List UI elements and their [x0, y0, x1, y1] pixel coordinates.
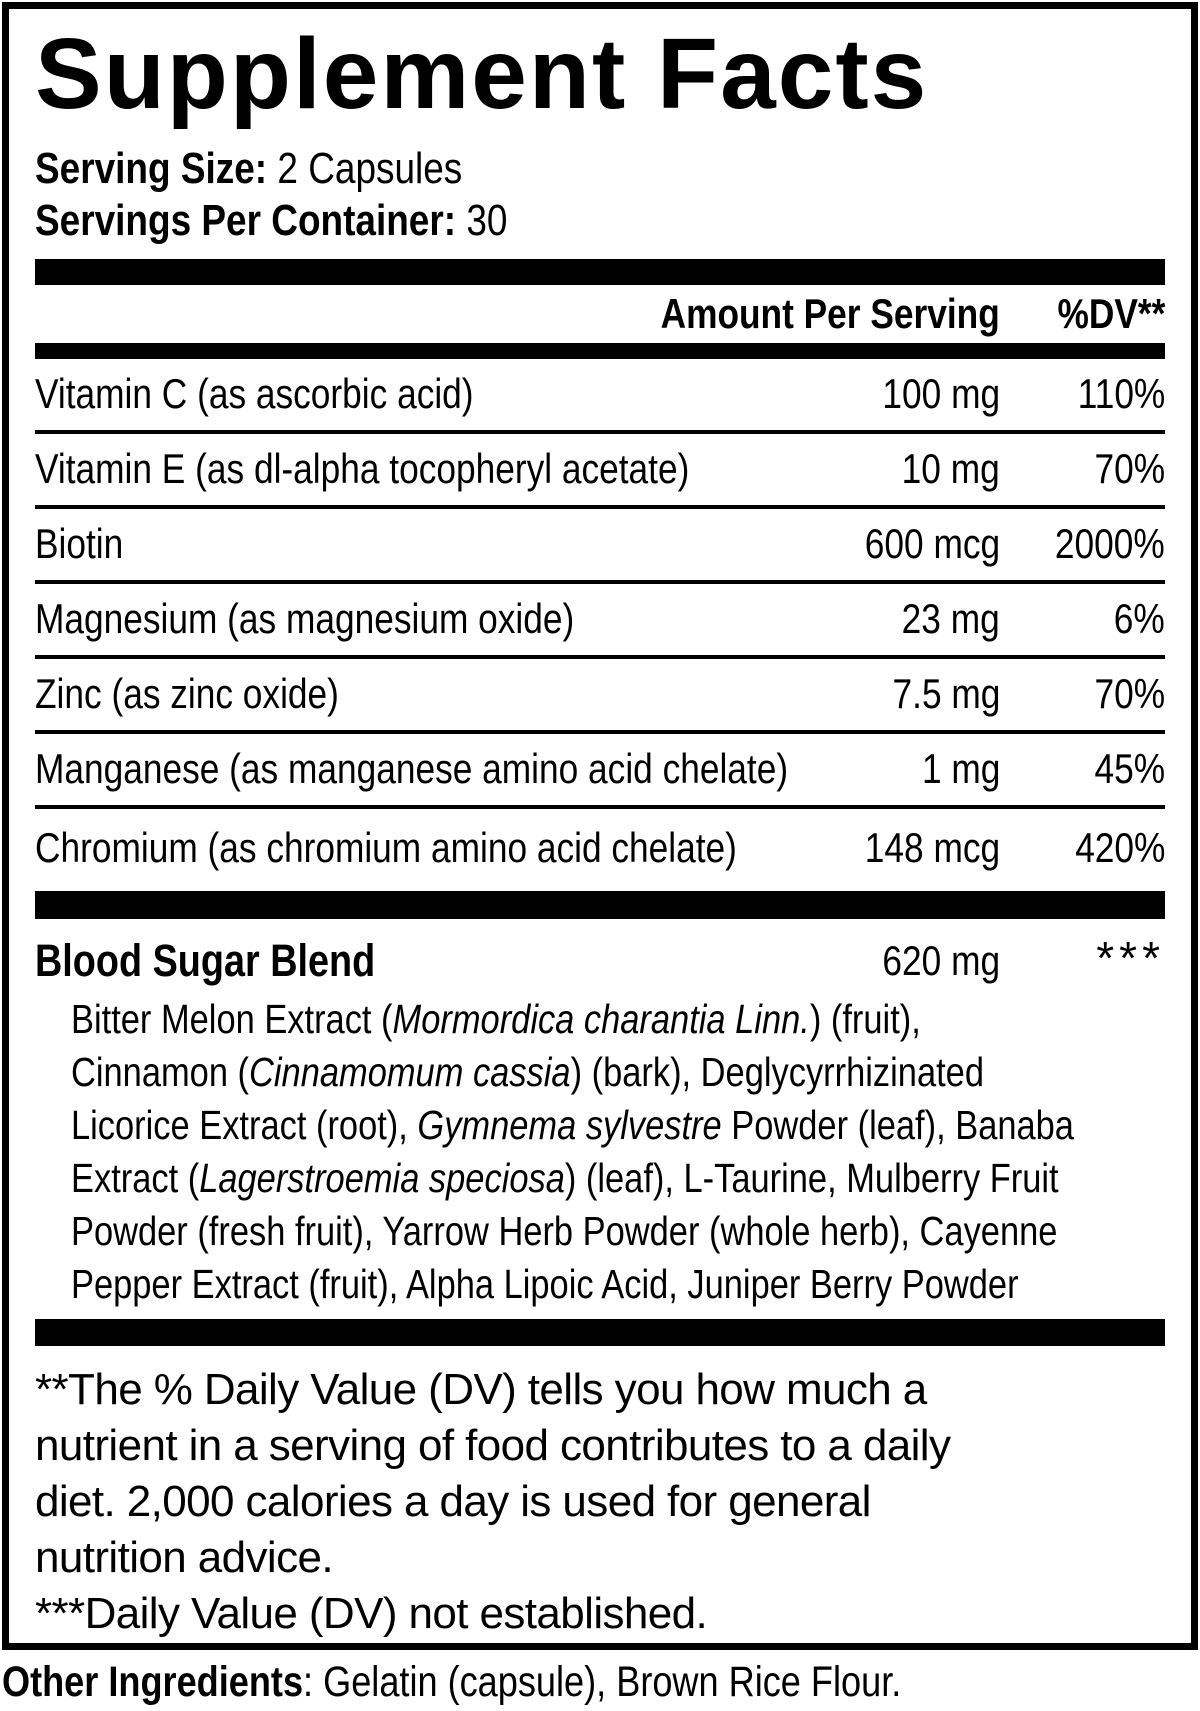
blend-amount: 620 mg — [882, 936, 1000, 984]
nutrient-name: Manganese (as manganese amino acid chela… — [35, 745, 789, 793]
nutrient-amount: 23 mg — [901, 595, 1000, 643]
blend-ingredient-line: Bitter Melon Extract (Mormordica charant… — [71, 995, 921, 1042]
nutrient-name: Vitamin C (as ascorbic acid) — [35, 370, 474, 418]
blend-dv-stars: *** — [1096, 931, 1165, 984]
footnote-line: diet. 2,000 calories a day is used for g… — [35, 1476, 871, 1526]
nutrient-dv: 6% — [1114, 595, 1165, 643]
nutrient-row-manganese: Manganese (as manganese amino acid chela… — [35, 734, 1165, 809]
nutrient-dv: 420% — [1074, 823, 1165, 871]
nutrient-dv: 70% — [1094, 670, 1165, 718]
footnote-line: nutrition advice. — [35, 1532, 334, 1582]
servings-per-container-line: Servings Per Container: 30 — [35, 195, 1165, 245]
nutrient-amount: 10 mg — [901, 445, 1000, 493]
amount-per-serving-header: Amount Per Serving — [660, 289, 1000, 337]
blend-ingredient-line: Pepper Extract (fruit), Alpha Lipoic Aci… — [71, 1260, 1019, 1307]
nutrient-row-zinc: Zinc (as zinc oxide) 7.5 mg 70% — [35, 659, 1165, 734]
nutrient-dv: 45% — [1094, 745, 1165, 793]
nutrient-name: Magnesium (as magnesium oxide) — [35, 595, 575, 643]
serving-size-line: Serving Size: 2 Capsules — [35, 145, 1165, 193]
blend-ingredient-line: Cinnamon (Cinnamomum cassia) (bark), Deg… — [71, 1048, 984, 1095]
dv-header: %DV** — [1057, 289, 1165, 337]
nutrient-amount: 600 mcg — [864, 520, 1000, 568]
blend-ingredient-line: Powder (fresh fruit), Yarrow Herb Powder… — [71, 1207, 1058, 1254]
other-ingredients-value: : Gelatin (capsule), Brown Rice Flour. — [303, 1658, 902, 1706]
nutrient-row-magnesium: Magnesium (as magnesium oxide) 23 mg 6% — [35, 584, 1165, 659]
supplement-facts-panel: Supplement Facts Serving Size: 2 Capsule… — [2, 2, 1198, 1650]
nutrient-name: Vitamin E (as dl-alpha tocopheryl acetat… — [35, 445, 690, 493]
nutrient-amount: 148 mcg — [864, 823, 1000, 871]
page-title: Supplement Facts — [35, 18, 929, 130]
separator-bar-header — [35, 342, 1165, 359]
nutrient-row-vitamin-c: Vitamin C (as ascorbic acid) 100 mg 110% — [35, 359, 1165, 434]
blend-row: Blood Sugar Blend 620 mg *** — [35, 933, 1165, 989]
nutrient-amount: 1 mg — [921, 745, 1000, 793]
nutrient-name: Zinc (as zinc oxide) — [35, 670, 339, 718]
separator-bar-footnote — [35, 1318, 1165, 1346]
nutrient-amount: 7.5 mg — [892, 670, 1000, 718]
footnote-not-established: ***Daily Value (DV) not established. — [35, 1588, 708, 1638]
column-header-row: Amount Per Serving %DV** — [35, 285, 1165, 343]
serving-size-label: Serving Size: — [35, 144, 268, 193]
nutrient-dv: 110% — [1077, 370, 1165, 418]
nutrient-row-chromium: Chromium (as chromium amino acid chelate… — [35, 809, 1165, 887]
nutrient-dv: 2000% — [1055, 520, 1165, 568]
separator-bar-top — [35, 258, 1165, 285]
nutrient-name: Biotin — [35, 520, 124, 568]
footnote-line: nutrient in a serving of food contribute… — [35, 1420, 951, 1470]
blend-ingredients: Bitter Melon Extract (Mormordica charant… — [71, 993, 1165, 1311]
nutrient-row-biotin: Biotin 600 mcg 2000% — [35, 509, 1165, 584]
nutrient-dv: 70% — [1094, 445, 1165, 493]
blend-name: Blood Sugar Blend — [35, 934, 376, 986]
nutrient-name: Chromium (as chromium amino acid chelate… — [35, 823, 737, 871]
blend-ingredient-line: Licorice Extract (root), Gymnema sylvest… — [71, 1101, 1074, 1148]
footnote-section: **The % Daily Value (DV) tells you how m… — [35, 1362, 1165, 1642]
nutrient-row-vitamin-e: Vitamin E (as dl-alpha tocopheryl acetat… — [35, 434, 1165, 509]
panel-content: Supplement Facts Serving Size: 2 Capsule… — [9, 9, 1191, 1643]
nutrient-amount: 100 mg — [882, 370, 1000, 418]
serving-size-value: 2 Capsules — [267, 144, 463, 193]
servings-per-container-label: Servings Per Container: — [35, 195, 457, 245]
blend-ingredient-line: Extract (Lagerstroemia speciosa) (leaf),… — [71, 1154, 1059, 1201]
separator-bar-blend — [35, 890, 1165, 919]
footnote-line: **The % Daily Value (DV) tells you how m… — [35, 1364, 927, 1414]
servings-per-container-value: 30 — [456, 195, 508, 245]
other-ingredients-line: Other Ingredients: Gelatin (capsule), Br… — [2, 1658, 1073, 1707]
other-ingredients-label: Other Ingredients — [2, 1658, 304, 1706]
